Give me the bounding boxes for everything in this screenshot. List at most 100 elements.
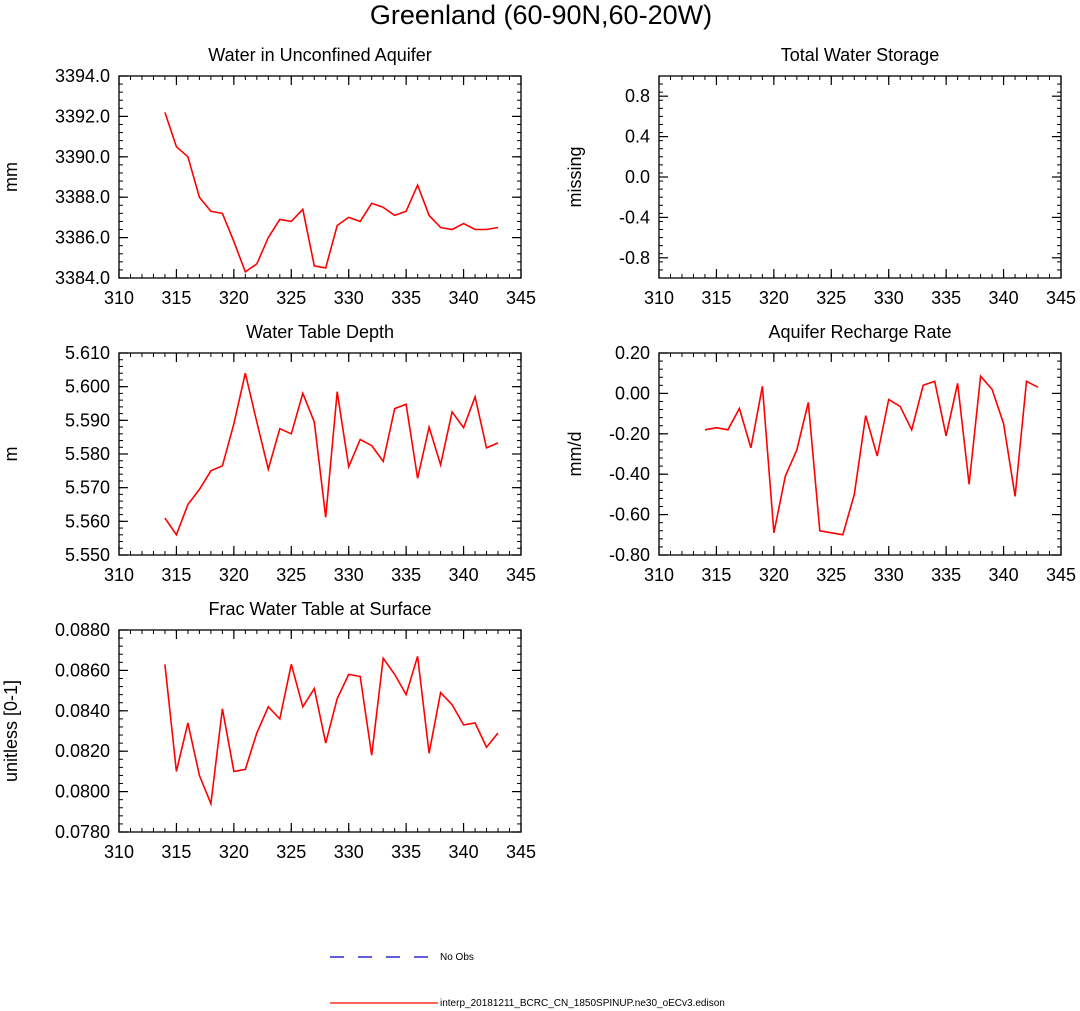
y-tick-label: 3392.0 [55, 106, 110, 126]
legend-entry-model: interp_20181211_BCRC_CN_1850SPINUP.ne30_… [330, 998, 725, 1009]
y-tick-label: 0.4 [625, 127, 650, 147]
x-tick-label: 315 [161, 565, 191, 585]
x-tick-label: 310 [644, 565, 674, 585]
figure-title: Greenland (60-90N,60-20W) [370, 0, 712, 30]
x-tick-label: 330 [874, 288, 904, 308]
y-tick-label: -0.60 [609, 505, 650, 525]
y-tick-label: 3394.0 [55, 66, 110, 86]
x-tick-label: 325 [816, 288, 846, 308]
y-axis-label: missing [565, 146, 585, 207]
y-tick-label: 5.600 [65, 377, 110, 397]
y-tick-label: -0.20 [609, 424, 650, 444]
y-tick-label: 5.560 [65, 511, 110, 531]
legend-entry-no-obs: No Obs [330, 952, 474, 963]
legend-label-no-obs: No Obs [440, 952, 474, 963]
chart-panel-total-water-storage: Total Water Storage 310 315 320 325 330 335 340… [565, 45, 1076, 308]
x-tick-label: 330 [874, 565, 904, 585]
x-tick-label: 310 [104, 565, 134, 585]
chart-panel-frac-water-table-at-surface: Frac Water Table at Surface 310 315 320 325 3… [1, 599, 536, 862]
x-tick-label: 320 [219, 565, 249, 585]
x-tick-label: 310 [644, 288, 674, 308]
x-tick-label: 335 [391, 565, 421, 585]
y-tick-label: -0.80 [609, 545, 650, 565]
x-tick-label: 320 [759, 565, 789, 585]
chart-panel-aquifer-recharge-rate: Aquifer Recharge Rate 310 315 320 325 330 335 3… [565, 322, 1076, 585]
x-tick-label: 345 [506, 288, 536, 308]
x-tick-label: 330 [334, 565, 364, 585]
plot-frame [118, 75, 522, 279]
y-tick-label: 0.0840 [55, 701, 110, 721]
x-tick-label: 330 [334, 288, 364, 308]
y-tick-label: 0.0780 [55, 822, 110, 842]
x-tick-label: 325 [276, 842, 306, 862]
x-tick-label: 345 [506, 565, 536, 585]
panel-title: Water in Unconfined Aquifer [208, 45, 431, 65]
y-axis-label: unitless [0-1] [1, 680, 21, 782]
plot-frame [118, 629, 522, 833]
y-tick-label: 3384.0 [55, 268, 110, 288]
plot-frame [658, 352, 1062, 556]
x-tick-label: 345 [1046, 565, 1076, 585]
y-tick-label: 5.570 [65, 478, 110, 498]
chart-panel-water-in-unconfined-aquifer: Water in Unconfined Aquifer 310 315 320 325 3… [1, 45, 536, 308]
chart-panels: Water in Unconfined Aquifer 310 315 320 325 3… [1, 45, 1076, 862]
x-tick-label: 315 [161, 288, 191, 308]
y-axis-label: m [1, 447, 21, 462]
plot-frame [658, 75, 1062, 279]
legend: No Obs interp_20181211_BCRC_CN_1850SPINU… [330, 952, 725, 1009]
x-tick-label: 315 [701, 565, 731, 585]
x-tick-label: 320 [219, 288, 249, 308]
x-tick-label: 330 [334, 842, 364, 862]
y-tick-label: 5.550 [65, 545, 110, 565]
y-tick-label: 5.610 [65, 343, 110, 363]
y-tick-label: 3386.0 [55, 228, 110, 248]
x-tick-label: 310 [104, 842, 134, 862]
y-tick-label: 5.590 [65, 410, 110, 430]
y-tick-label: 0.0800 [55, 782, 110, 802]
x-tick-label: 345 [1046, 288, 1076, 308]
x-tick-label: 320 [759, 288, 789, 308]
x-tick-label: 325 [816, 565, 846, 585]
y-tick-label: 5.580 [65, 444, 110, 464]
x-tick-label: 335 [931, 565, 961, 585]
y-tick-label: 3390.0 [55, 147, 110, 167]
y-tick-label: 0.0820 [55, 741, 110, 761]
series-line-frac-water-table-at-surface [164, 656, 499, 807]
x-tick-label: 315 [161, 842, 191, 862]
panel-title: Frac Water Table at Surface [208, 599, 431, 619]
x-tick-label: 345 [506, 842, 536, 862]
x-tick-label: 335 [931, 288, 961, 308]
plot-frame [118, 352, 522, 556]
y-tick-label: 0.0 [625, 167, 650, 187]
x-tick-label: 320 [219, 842, 249, 862]
panel-title: Total Water Storage [781, 45, 939, 65]
y-axis-label: mm/d [565, 432, 585, 477]
y-tick-label: 0.0860 [55, 660, 110, 680]
series-line-aquifer-recharge-rate [704, 374, 1039, 536]
series-line-water-table-depth [164, 373, 499, 537]
x-tick-label: 340 [989, 565, 1019, 585]
y-tick-label: -0.8 [619, 248, 650, 268]
x-tick-label: 340 [449, 842, 479, 862]
x-tick-label: 340 [989, 288, 1019, 308]
panel-title: Aquifer Recharge Rate [768, 322, 951, 342]
y-tick-label: 0.0880 [55, 620, 110, 640]
series-line-water-in-unconfined-aquifer [164, 112, 499, 274]
x-tick-label: 310 [104, 288, 134, 308]
x-tick-label: 325 [276, 288, 306, 308]
y-tick-label: -0.4 [619, 207, 650, 227]
y-tick-label: 0.8 [625, 86, 650, 106]
x-tick-label: 335 [391, 288, 421, 308]
y-tick-label: -0.40 [609, 464, 650, 484]
y-tick-label: 0.00 [615, 383, 650, 403]
y-axis-label: mm [1, 162, 21, 192]
x-tick-label: 325 [276, 565, 306, 585]
x-tick-label: 335 [391, 842, 421, 862]
panel-title: Water Table Depth [246, 322, 394, 342]
x-tick-label: 340 [449, 288, 479, 308]
chart-panel-water-table-depth: Water Table Depth 310 315 320 325 330 335 340 34… [1, 322, 536, 585]
y-tick-label: 3388.0 [55, 187, 110, 207]
x-tick-label: 315 [701, 288, 731, 308]
x-tick-label: 340 [449, 565, 479, 585]
y-tick-label: 0.20 [615, 343, 650, 363]
